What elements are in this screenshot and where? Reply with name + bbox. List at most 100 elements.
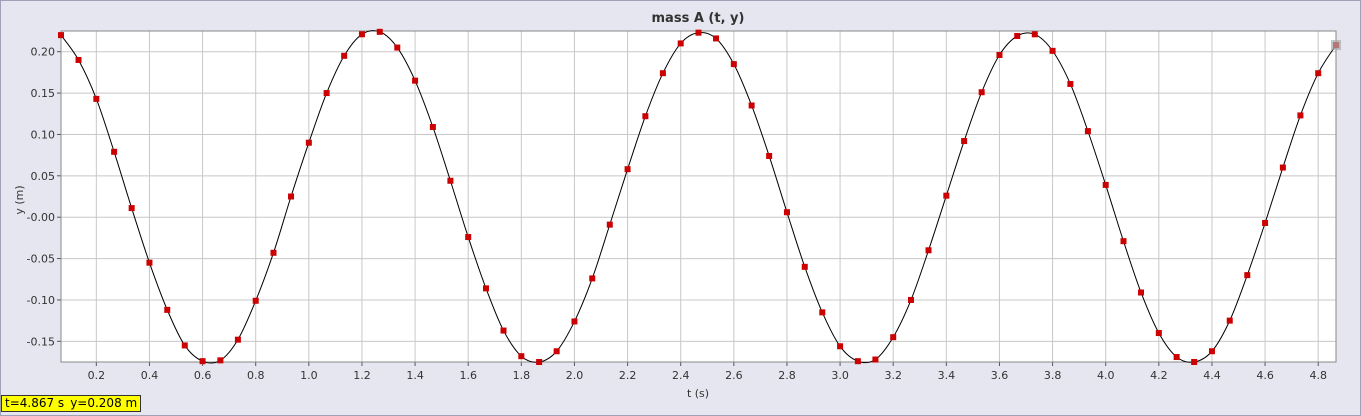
y-tick-label: 0.15 <box>31 87 56 100</box>
data-point <box>518 353 525 360</box>
data-point <box>181 342 188 349</box>
data-point <box>1102 181 1109 188</box>
cursor-position-marker[interactable] <box>1331 40 1341 51</box>
data-point <box>978 89 985 96</box>
data-point <box>925 247 932 254</box>
data-point <box>766 152 773 159</box>
x-tick-label: 4.4 <box>1203 369 1221 382</box>
data-point <box>642 113 649 120</box>
data-point <box>783 209 790 216</box>
data-point <box>1208 348 1215 355</box>
x-tick-label: 2.0 <box>566 369 584 382</box>
data-point <box>536 359 543 365</box>
data-point <box>1191 359 1198 365</box>
x-tick-label: 2.8 <box>778 369 796 382</box>
y-tick-label: -0.05 <box>27 253 55 266</box>
data-point <box>93 95 100 102</box>
data-point <box>199 358 206 365</box>
data-point <box>571 318 578 325</box>
readout-y: y=0.208 m <box>70 396 138 410</box>
x-tick-label: 2.6 <box>725 369 743 382</box>
data-point <box>801 263 808 270</box>
x-tick-label: 4.8 <box>1309 369 1327 382</box>
x-tick-label: 1.0 <box>300 369 318 382</box>
data-point <box>589 275 596 282</box>
data-point <box>1120 238 1127 245</box>
data-point <box>75 56 82 63</box>
data-point <box>890 334 897 341</box>
y-tick-label: 0.05 <box>31 170 56 183</box>
data-point <box>659 70 666 77</box>
x-tick-labels: 0.2 0.4 0.6 0.8 1.0 1.2 1.4 1.6 1.8 2.0 2.2 2.4 2.6 2… <box>88 369 1327 382</box>
x-tick-label: 0.8 <box>247 369 265 382</box>
data-point <box>695 29 702 36</box>
data-point <box>270 249 277 256</box>
chart-title: mass A (t, y) <box>652 11 745 26</box>
data-point <box>553 348 560 355</box>
data-point <box>341 52 348 59</box>
data-point <box>234 336 241 343</box>
data-point <box>1315 70 1322 77</box>
data-point <box>164 306 171 313</box>
data-point <box>1067 80 1074 87</box>
y-tick-label: -0.00 <box>27 211 55 224</box>
data-point <box>1138 289 1145 296</box>
x-tick-label: 3.0 <box>831 369 849 382</box>
y-tick-label: -0.10 <box>27 294 55 307</box>
x-tick-label: 3.4 <box>938 369 956 382</box>
x-tick-label: 3.8 <box>1044 369 1062 382</box>
data-point <box>1262 219 1269 226</box>
data-point <box>1297 112 1304 119</box>
data-point <box>358 31 365 38</box>
data-point <box>1031 31 1038 38</box>
gridlines <box>57 30 1337 366</box>
data-point <box>624 166 631 173</box>
coordinate-readout: t=4.867 s y=0.208 m <box>1 395 142 412</box>
data-point <box>677 40 684 47</box>
data-point <box>305 139 312 146</box>
y-tick-label: 0.10 <box>31 128 56 141</box>
readout-t: t=4.867 s <box>5 396 65 410</box>
data-point <box>429 123 436 130</box>
data-point <box>111 148 118 155</box>
data-points <box>58 28 1339 365</box>
data-point <box>872 356 879 363</box>
data-point <box>606 221 613 228</box>
data-point <box>447 177 454 184</box>
y-tick-labels: 0.20 0.15 0.10 0.05 -0.00 -0.05 -0.10 -0.15 <box>27 46 55 349</box>
data-point <box>394 44 401 51</box>
x-tick-label: 1.8 <box>513 369 531 382</box>
x-tick-label: 3.6 <box>991 369 1009 382</box>
x-tick-label: 4.2 <box>1150 369 1168 382</box>
data-point <box>323 90 330 97</box>
data-point <box>288 193 295 200</box>
x-tick-label: 0.6 <box>194 369 212 382</box>
x-tick-label: 3.2 <box>884 369 902 382</box>
x-axis-label: t (s) <box>687 387 709 400</box>
data-point <box>412 77 419 84</box>
x-tick-label: 1.6 <box>459 369 477 382</box>
data-point <box>713 35 720 42</box>
data-point <box>483 285 489 292</box>
data-point <box>1049 47 1056 54</box>
data-point <box>58 32 64 39</box>
data-point <box>252 297 259 304</box>
data-point <box>1084 128 1091 135</box>
data-point <box>128 205 135 212</box>
x-tick-label: 0.4 <box>141 369 159 382</box>
data-point <box>1014 32 1021 39</box>
data-point <box>217 357 224 364</box>
data-point <box>996 51 1003 58</box>
x-tick-label: 1.2 <box>353 369 371 382</box>
data-point <box>908 296 914 303</box>
x-tick-label: 1.4 <box>406 369 424 382</box>
data-point <box>961 138 968 145</box>
data-point <box>748 102 755 109</box>
data-point <box>1244 272 1251 279</box>
plot-area <box>61 31 1336 362</box>
data-point <box>730 61 737 68</box>
x-tick-label: 0.2 <box>88 369 106 382</box>
y-tick-label: -0.15 <box>27 335 55 348</box>
